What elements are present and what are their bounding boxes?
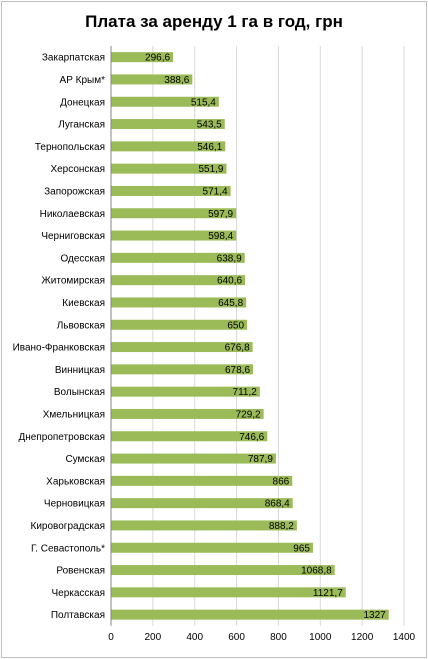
- category-label: Сумская: [65, 454, 105, 465]
- category-label: Львовская: [57, 320, 105, 331]
- bar: [111, 119, 225, 130]
- value-label: 638,9: [217, 253, 242, 264]
- category-label: Житомирская: [42, 276, 105, 287]
- bar: [111, 52, 174, 63]
- value-label: 676,8: [225, 343, 250, 354]
- bar: [111, 74, 193, 85]
- value-label: 650: [227, 320, 244, 331]
- category-label: Донецкая: [60, 97, 105, 108]
- bar: [111, 185, 231, 196]
- category-label: Г. Севастополь*: [31, 543, 105, 554]
- value-label: 711,2: [233, 387, 258, 398]
- value-label: 729,2: [236, 409, 261, 420]
- bar: [111, 319, 248, 330]
- category-label: Черниговская: [41, 231, 105, 242]
- value-label: 746,6: [239, 432, 264, 443]
- bar: [111, 587, 346, 598]
- category-label: Закарпатская: [42, 53, 105, 64]
- bar: [111, 386, 260, 397]
- value-label: 787,9: [248, 454, 273, 465]
- category-label: Одесская: [60, 253, 105, 264]
- category-label: Черкасская: [51, 588, 105, 599]
- value-label: 678,6: [225, 365, 250, 376]
- category-label: Киевская: [62, 298, 105, 309]
- x-tick-label: 1400: [393, 632, 416, 643]
- value-label: 868,4: [265, 499, 290, 510]
- value-label: 1327: [363, 610, 386, 621]
- category-label: Винницкая: [55, 365, 105, 376]
- category-label: АР Крым*: [60, 75, 106, 86]
- bar: [111, 342, 253, 353]
- x-tick-label: 600: [228, 632, 245, 643]
- value-label: 866: [273, 476, 290, 487]
- category-label: Днепропетровская: [18, 432, 105, 443]
- value-label: 640,6: [217, 276, 242, 287]
- bar: [111, 252, 245, 263]
- bar: [111, 163, 227, 174]
- category-label: Тернопольская: [35, 142, 105, 153]
- value-label: 551,9: [198, 164, 223, 175]
- bar: [111, 565, 335, 576]
- x-tick-label: 0: [108, 632, 114, 643]
- category-label: Николаевская: [40, 209, 105, 220]
- category-label: Полтавская: [51, 610, 105, 621]
- category-label: Волынская: [54, 387, 105, 398]
- bar: [111, 141, 226, 152]
- category-label: Черновицкая: [44, 499, 105, 510]
- category-label: Луганская: [58, 120, 105, 131]
- bar: [111, 208, 237, 219]
- chart-title: Плата за аренду 1 га в год, грн: [85, 12, 343, 31]
- bar: [111, 408, 264, 419]
- category-label: Кировоградская: [31, 521, 105, 532]
- bar: [111, 475, 293, 486]
- bar: [111, 520, 297, 531]
- category-labels: Закарпатская АР Крым* Донецкая Луганская Тер…: [13, 53, 106, 622]
- bar: [111, 297, 247, 308]
- bar: [111, 96, 219, 107]
- bars: [111, 52, 389, 620]
- value-label: 296,6: [145, 53, 170, 64]
- bar: [111, 609, 389, 620]
- category-label: Запорожская: [44, 186, 105, 197]
- bar: [111, 275, 246, 286]
- value-label: 1068,8: [301, 566, 332, 577]
- x-tick-label: 200: [145, 632, 162, 643]
- value-label: 888,2: [269, 521, 294, 532]
- category-label: Хмельницкая: [43, 409, 105, 420]
- bar: [111, 230, 237, 241]
- value-label: 597,9: [208, 209, 233, 220]
- category-label: Ивано-Франковская: [13, 343, 105, 354]
- value-label: 546,1: [197, 142, 222, 153]
- value-label: 598,4: [208, 231, 233, 242]
- bar: [111, 431, 268, 442]
- value-label: 1121,7: [313, 588, 343, 599]
- bar: [111, 542, 313, 553]
- bar: [111, 498, 293, 509]
- bar: [111, 364, 254, 375]
- value-label: 645,8: [218, 298, 243, 309]
- category-label: Ровенская: [56, 566, 105, 577]
- x-tick-label: 1000: [309, 632, 332, 643]
- x-tick-label: 1200: [351, 632, 374, 643]
- value-label: 515,4: [191, 97, 216, 108]
- x-axis-tick-labels: 0 200 400 600 800 1000 1200 1400: [108, 632, 415, 643]
- category-label: Херсонская: [50, 164, 105, 175]
- value-label: 388,6: [164, 75, 189, 86]
- category-label: Харьковская: [46, 476, 105, 487]
- grid-lines: [152, 46, 405, 626]
- value-label: 571,4: [203, 186, 228, 197]
- x-tick-label: 400: [186, 632, 203, 643]
- value-label: 543,5: [197, 120, 222, 131]
- bar: [111, 453, 276, 464]
- value-label: 965: [293, 543, 310, 554]
- x-tick-label: 800: [270, 632, 287, 643]
